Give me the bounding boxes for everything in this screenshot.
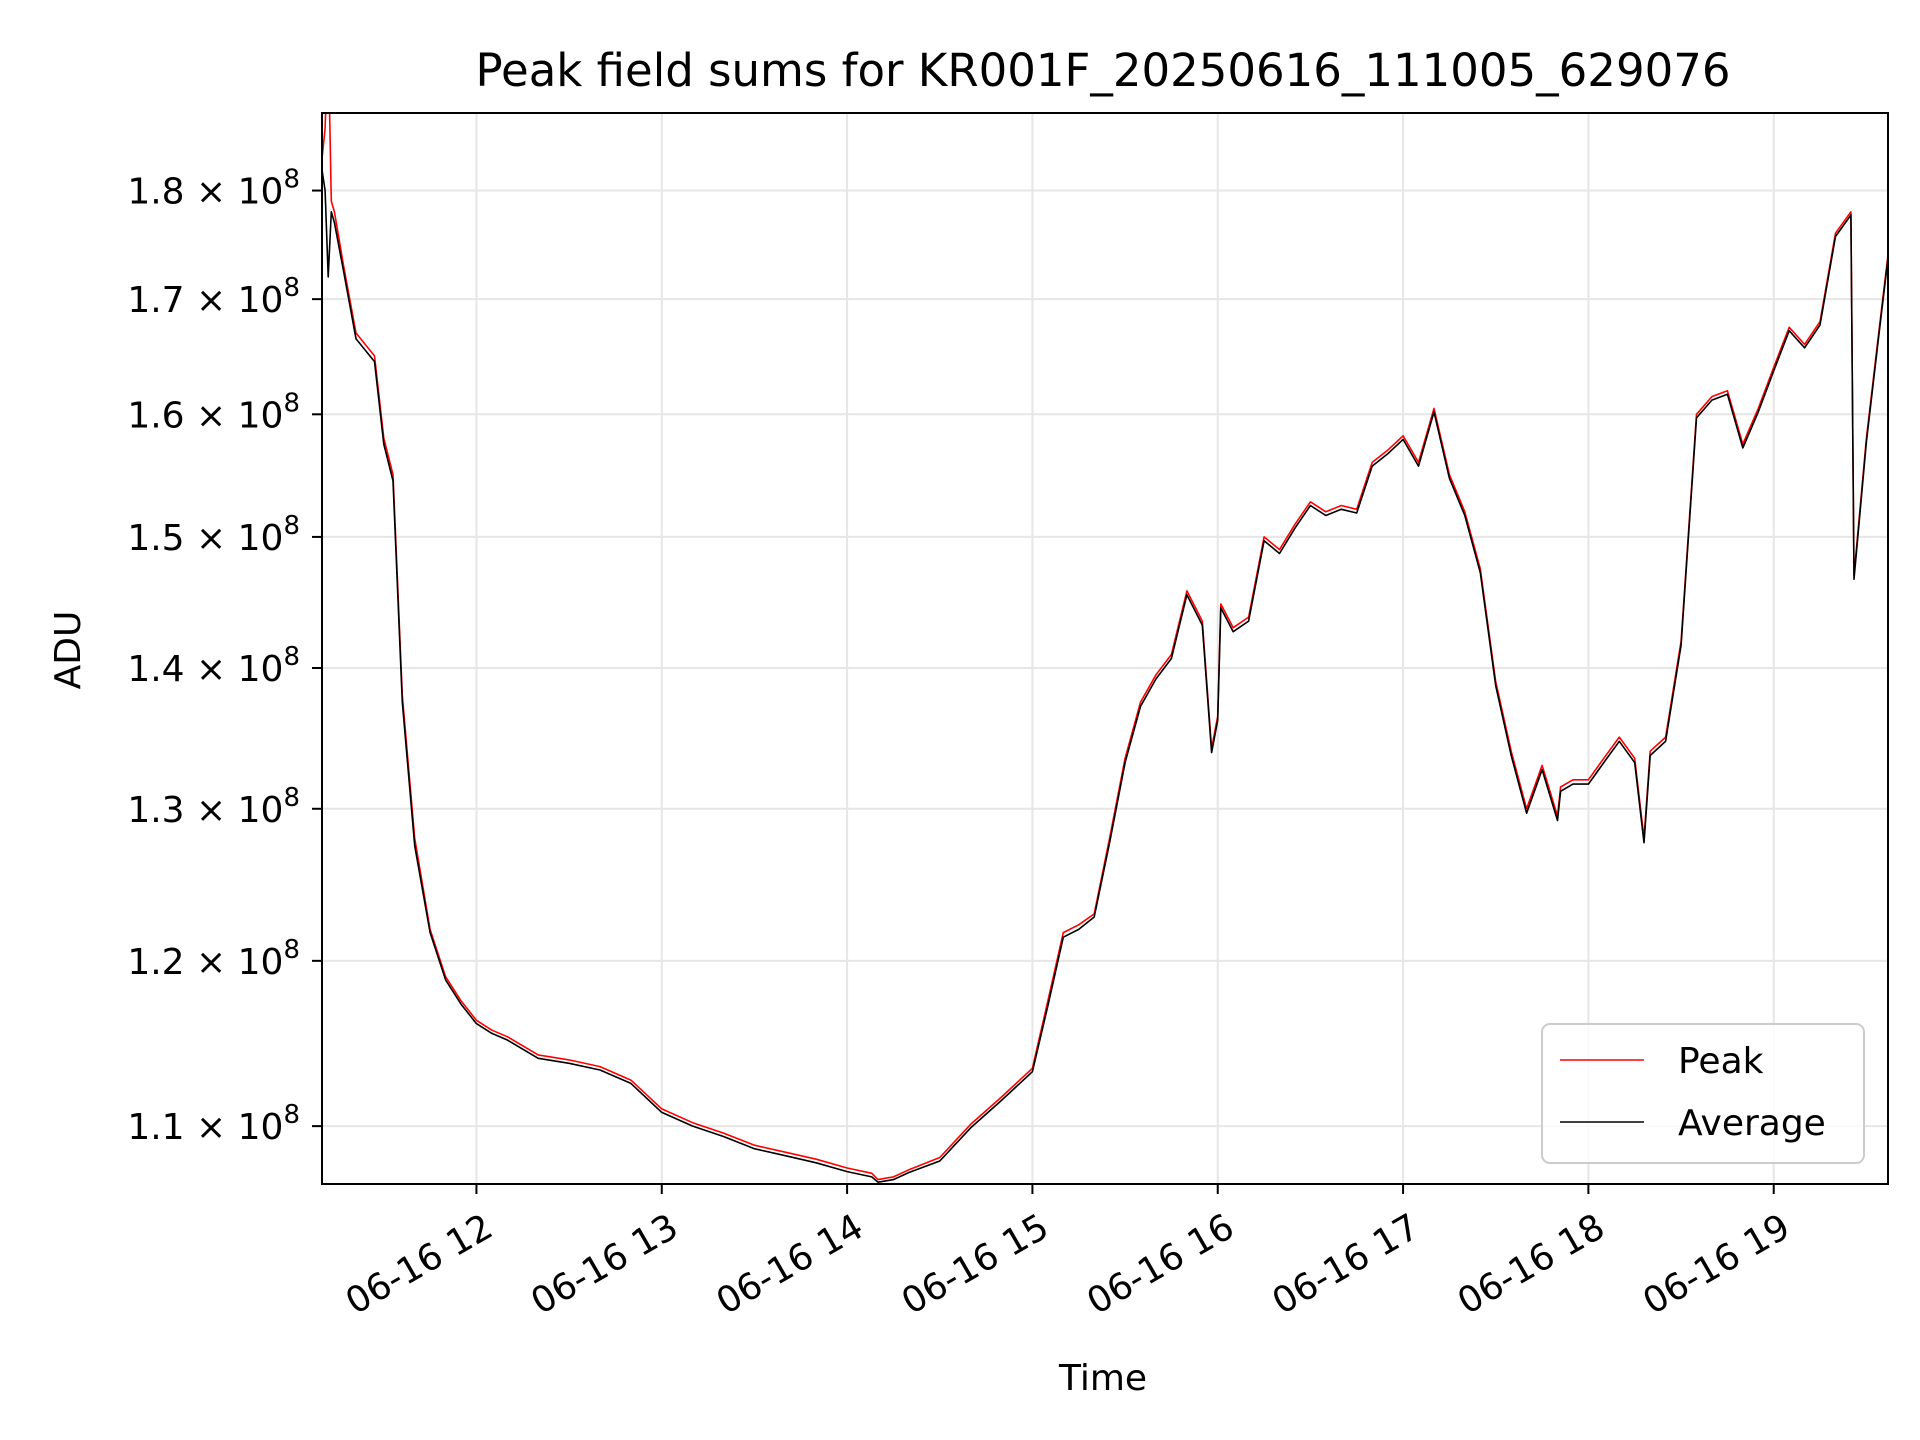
y-tick-label: 1.3 × 108 — [127, 783, 300, 831]
series-line-average — [322, 169, 1888, 1183]
series-group — [322, 113, 1888, 1183]
legend-box — [1541, 1023, 1865, 1164]
legend: Peak Average — [1541, 1023, 1865, 1164]
legend-label-peak: Peak — [1678, 1041, 1764, 1082]
y-tick-label: 1.7 × 108 — [127, 273, 300, 321]
y-axis: 1.1 × 108 1.2 × 108 1.3 × 108 1.4 × 108 1.5 … — [127, 165, 322, 1148]
grid — [322, 113, 1888, 1184]
y-tick-label: 1.4 × 108 — [127, 642, 300, 690]
legend-label-average: Average — [1678, 1103, 1826, 1144]
y-tick-label: 1.5 × 108 — [127, 511, 300, 559]
y-axis-label: ADU — [48, 611, 89, 690]
chart-title: Peak field sums for KR001F_20250616_1110… — [476, 44, 1731, 97]
y-tick-label: 1.1 × 108 — [127, 1100, 300, 1148]
y-tick-label: 1.8 × 108 — [127, 165, 300, 213]
y-tick-label: 1.6 × 108 — [127, 388, 300, 436]
y-tick-label: 1.2 × 108 — [127, 935, 300, 983]
plot-frame — [321, 112, 1889, 1185]
x-axis-label: Time — [1058, 1358, 1147, 1399]
